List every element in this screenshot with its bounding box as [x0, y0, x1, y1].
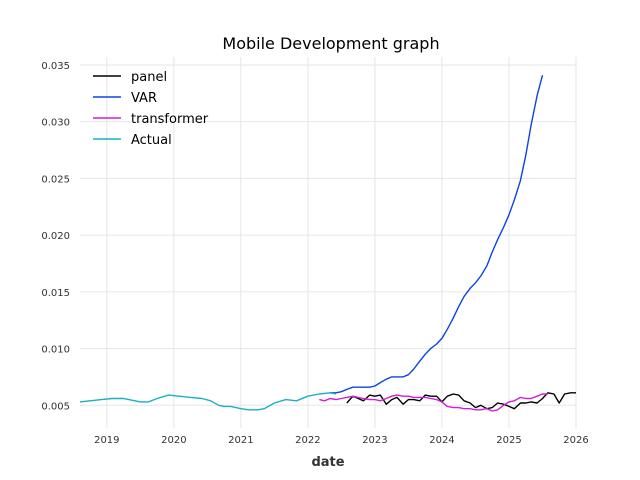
y-axis-ticks: 0.005 0.010 0.015 0.020 0.025 0.030 0.035 — [41, 61, 70, 412]
y-tick-label: 0.005 — [41, 401, 70, 412]
series-line-var — [330, 75, 544, 394]
series-line-transformer — [319, 393, 548, 412]
grid — [80, 57, 577, 428]
y-tick-label: 0.015 — [41, 288, 70, 299]
x-tick-label: 2019 — [94, 435, 119, 446]
y-tick-label: 0.010 — [41, 345, 70, 356]
x-tick-label: 2020 — [161, 435, 186, 446]
y-tick-label: 0.030 — [41, 118, 70, 129]
y-tick-label: 0.035 — [41, 61, 70, 72]
legend-label: transformer — [131, 112, 209, 127]
series-line-panel — [346, 392, 576, 410]
x-tick-label: 2024 — [429, 435, 454, 446]
y-tick-label: 0.020 — [41, 231, 70, 242]
x-tick-label: 2026 — [563, 435, 588, 446]
series-line-actual — [79, 392, 337, 411]
legend-label: Actual — [131, 133, 172, 148]
x-tick-label: 2025 — [496, 435, 521, 446]
x-axis-label: date — [311, 455, 344, 470]
legend: panel VAR transformer Actual — [93, 70, 209, 148]
x-tick-label: 2022 — [295, 435, 320, 446]
y-tick-label: 0.025 — [41, 174, 70, 185]
x-axis-ticks: 2019 2020 2021 2022 2023 2024 2025 2026 — [94, 435, 589, 446]
chart-title: Mobile Development graph — [222, 34, 439, 53]
x-tick-label: 2023 — [362, 435, 387, 446]
legend-label: VAR — [131, 91, 157, 106]
legend-label: panel — [131, 70, 167, 85]
x-tick-label: 2021 — [228, 435, 253, 446]
series-lines — [79, 75, 576, 412]
